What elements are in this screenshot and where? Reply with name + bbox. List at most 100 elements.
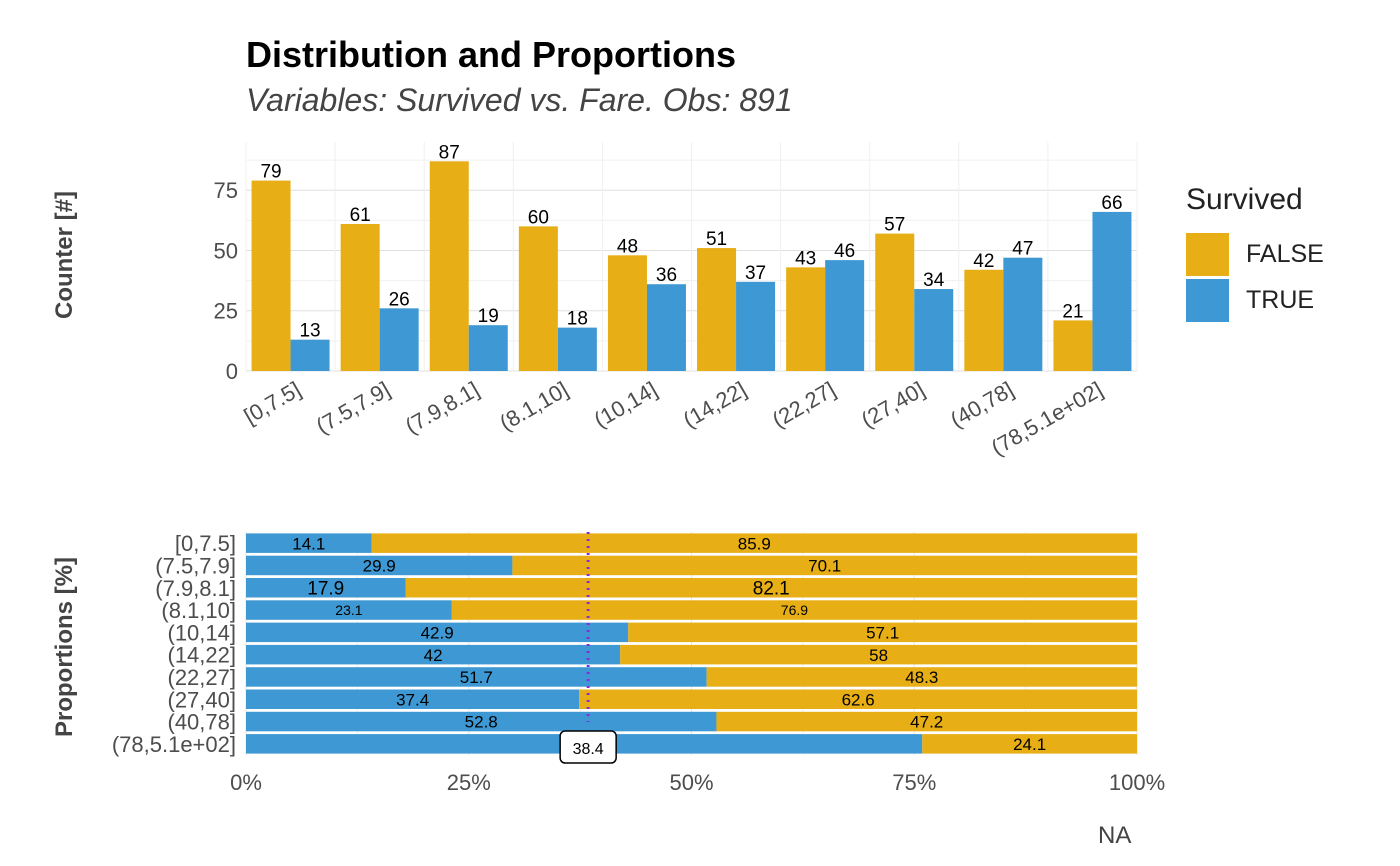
- bar-value-label-false: 43: [795, 248, 816, 269]
- proportion-label-false: 82.1: [753, 579, 790, 600]
- bar-false: [786, 267, 826, 371]
- proportion-bar-true: [246, 600, 452, 620]
- proportion-bar-false: [716, 711, 1137, 732]
- bar-false: [1053, 320, 1093, 371]
- bar-value-label-false: 57: [884, 215, 905, 236]
- proportion-label-false: 76.9: [781, 602, 808, 618]
- x-tick-label-percent: 100%: [1109, 770, 1165, 795]
- bar-false: [340, 223, 380, 371]
- x-tick-label: (10,14]: [590, 377, 662, 433]
- bar-value-label-false: 61: [350, 205, 371, 226]
- bar-false: [251, 180, 291, 371]
- category-label: (8.1,10]: [161, 598, 236, 623]
- x-tick-label: (22,27]: [768, 377, 840, 433]
- bar-false: [607, 255, 647, 371]
- bar-value-label-true: 66: [1101, 193, 1122, 214]
- y-tick-label: 50: [214, 238, 238, 263]
- bar-false: [518, 226, 558, 371]
- proportion-label-false: 85.9: [738, 534, 771, 553]
- bar-true: [736, 281, 776, 371]
- bar-value-label-true: 19: [478, 306, 499, 327]
- bar-value-label-true: 34: [923, 270, 945, 291]
- bar-true: [468, 325, 508, 371]
- proportion-label-false: 47.2: [910, 713, 943, 732]
- bar-value-label-false: 51: [706, 229, 727, 250]
- y-axis-title-counter: Counter [#]: [51, 191, 78, 319]
- bar-value-label-true: 36: [656, 265, 677, 286]
- x-tick-label-percent: 50%: [669, 770, 713, 795]
- bar-true: [825, 260, 865, 371]
- category-label: (14,22]: [168, 643, 237, 668]
- category-label: (40,78]: [168, 710, 237, 735]
- bar-value-label-true: 26: [389, 289, 410, 310]
- proportion-label-true: 42.9: [421, 623, 454, 642]
- proportion-bar-true: [246, 555, 513, 576]
- proportion-bar-false: [371, 533, 1138, 553]
- bar-true: [290, 339, 330, 371]
- proportion-bar-true: [246, 644, 621, 665]
- mean-label-box: [559, 730, 617, 764]
- x-tick-label: (8.1,10]: [495, 377, 572, 436]
- proportion-bar-false: [628, 622, 1137, 643]
- proportion-label-false: 24.1: [1013, 735, 1046, 754]
- proportion-bar-false: [706, 667, 1137, 687]
- bar-value-label-false: 21: [1062, 301, 1083, 322]
- proportion-label-true: 42: [424, 646, 443, 665]
- bar-value-label-true: 37: [745, 263, 766, 284]
- proportion-label-true: 52.8: [465, 713, 498, 732]
- x-tick-label-percent: 0%: [230, 770, 262, 795]
- proportion-label-true: 29.9: [363, 557, 396, 576]
- na-label: NA: [1098, 822, 1132, 849]
- legend-item-true: TRUE: [1186, 279, 1314, 322]
- x-tick-label: (40,78]: [946, 377, 1018, 433]
- legend-label-false: FALSE: [1246, 240, 1324, 268]
- proportion-bar-true: [246, 533, 372, 553]
- bar-true: [646, 284, 686, 371]
- proportion-label-true: 17.9: [307, 579, 344, 600]
- legend-swatch-false: [1186, 233, 1229, 276]
- bar-false: [697, 248, 737, 371]
- bar-value-label-true: 47: [1012, 239, 1033, 260]
- legend-label-true: TRUE: [1246, 286, 1315, 314]
- bar-false: [964, 269, 1004, 371]
- category-label: (22,27]: [168, 665, 237, 690]
- bar-value-label-false: 48: [617, 236, 638, 257]
- proportion-bar-false: [922, 734, 1137, 754]
- bar-value-label-true: 13: [299, 321, 320, 342]
- category-label: (7.9,8.1]: [155, 576, 236, 601]
- proportion-label-false: 57.1: [866, 623, 899, 642]
- x-tick-label: (14,22]: [679, 377, 751, 433]
- bar-true: [914, 289, 954, 371]
- category-label: (78,5.1e+02]: [112, 732, 236, 757]
- y-tick-label: 25: [214, 299, 238, 324]
- x-tick-label: (7.9,8.1]: [401, 377, 483, 439]
- bar-value-label-false: 60: [528, 207, 549, 228]
- proportion-label-false: 58: [869, 646, 888, 665]
- bar-true: [1092, 211, 1132, 371]
- y-tick-label: 75: [214, 178, 238, 203]
- bar-value-label-false: 87: [439, 142, 460, 163]
- bar-value-label-true: 18: [567, 309, 588, 330]
- x-tick-label-percent: 75%: [892, 770, 936, 795]
- proportion-label-true: 14.1: [292, 534, 325, 553]
- proportion-bar-false: [512, 555, 1137, 576]
- proportion-label-false: 70.1: [808, 557, 841, 576]
- legend-item-false: FALSE: [1186, 233, 1324, 276]
- proportion-bar-true: [246, 711, 717, 732]
- proportion-label-true: 51.7: [460, 668, 493, 687]
- proportion-bar-true: [246, 667, 707, 687]
- x-tick-label: (27,40]: [857, 377, 929, 433]
- proportion-bar-true: [246, 622, 629, 643]
- chart-title: Distribution and Proportions: [246, 34, 736, 75]
- bar-true: [557, 327, 597, 371]
- proportion-label-false: 62.6: [842, 690, 875, 709]
- bar-value-label-false: 42: [973, 251, 994, 272]
- proportion-label-false: 48.3: [905, 668, 938, 687]
- proportion-bar-false: [620, 644, 1137, 665]
- proportion-bar-true: [246, 689, 580, 709]
- proportion-bar-true: [246, 578, 406, 598]
- bar-value-label-true: 46: [834, 241, 855, 262]
- x-tick-label: [0,7.5]: [240, 377, 305, 429]
- bar-true: [379, 308, 419, 371]
